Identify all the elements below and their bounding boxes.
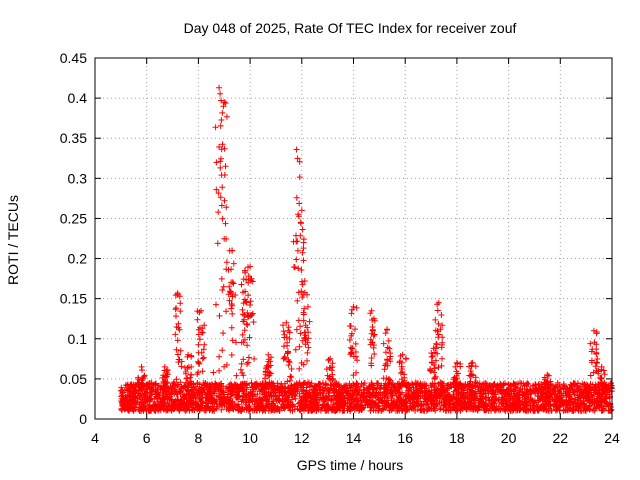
y-tick-label: 0.2: [68, 251, 88, 267]
x-tick-label: 16: [397, 430, 413, 446]
x-tick-label: 20: [501, 430, 517, 446]
data-points: [117, 84, 615, 414]
x-tick-label: 4: [91, 430, 99, 446]
plot-frame: [94, 57, 613, 420]
y-axis-label: ROTI / TECUs: [5, 195, 21, 285]
chart-title: Day 048 of 2025, Rate Of TEC Index for r…: [184, 20, 517, 36]
y-tick-label: 0: [79, 411, 87, 427]
y-tick-label: 0.45: [60, 50, 87, 66]
x-tick-label: 8: [195, 430, 203, 446]
y-tick-label: 0.4: [68, 90, 88, 106]
y-tick-label: 0.25: [60, 210, 87, 226]
y-tick-label: 0.3: [68, 170, 88, 186]
x-tick-label: 22: [553, 430, 569, 446]
plus-markers: [117, 84, 615, 414]
x-axis-label: GPS time / hours: [297, 457, 404, 473]
x-tick-label: 14: [346, 430, 362, 446]
x-tick-label: 24: [604, 430, 620, 446]
x-tick-label: 6: [143, 430, 151, 446]
axis-ticks: 4 6 8 10 12 14 16 18 20 22 24 0 0.05 0.1 0.15 0.2 0.25 0.…: [60, 50, 620, 446]
grid-lines: [95, 58, 612, 419]
x-tick-label: 10: [242, 430, 258, 446]
y-tick-label: 0.05: [60, 371, 87, 387]
x-tick-label: 12: [294, 430, 310, 446]
x-tick-label: 18: [449, 430, 465, 446]
y-tick-label: 0.1: [68, 331, 88, 347]
y-tick-label: 0.15: [60, 291, 87, 307]
y-tick-label: 0.35: [60, 130, 87, 146]
